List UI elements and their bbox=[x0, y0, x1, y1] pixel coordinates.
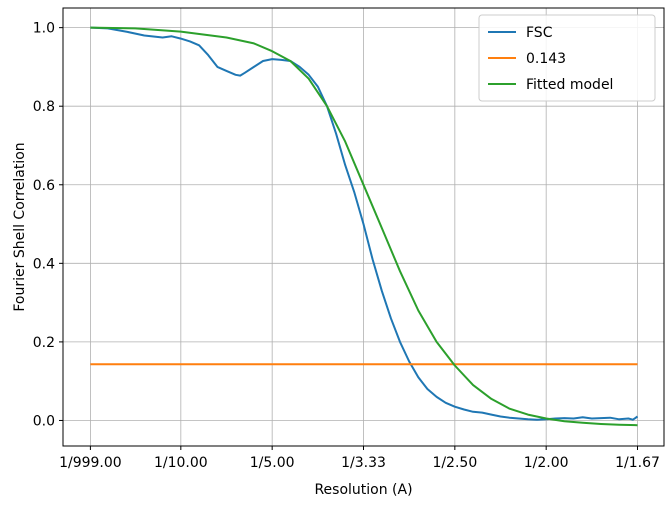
y-tick-label: 0.2 bbox=[33, 335, 55, 351]
y-tick-label: 0.4 bbox=[33, 256, 55, 272]
x-tick-label: 1/999.00 bbox=[59, 455, 122, 471]
x-tick-label: 1/10.00 bbox=[154, 455, 208, 471]
y-tick-label: 0.0 bbox=[33, 413, 55, 429]
legend-label-2: 0.143 bbox=[526, 51, 566, 67]
axis-ticks: 1/999.00 1/10.00 1/5.00 1/3.33 1/2.50 1/2.00 1… bbox=[33, 21, 660, 471]
plot-series bbox=[90, 26, 639, 427]
x-tick-label: 1/5.00 bbox=[250, 455, 295, 471]
y-tick-label: 0.6 bbox=[33, 178, 55, 194]
x-tick-label: 1/2.00 bbox=[524, 455, 569, 471]
legend-label-1: FSC bbox=[526, 25, 553, 41]
legend-label-3: Fitted model bbox=[526, 77, 613, 93]
legend-box bbox=[478, 14, 656, 102]
x-tick-label: 1/3.33 bbox=[341, 455, 386, 471]
x-tick-label: 1/2.50 bbox=[432, 455, 477, 471]
series-line-1 bbox=[90, 26, 639, 421]
x-axis-label: Resolution (A) bbox=[314, 482, 412, 498]
x-tick-label: 1/1.67 bbox=[615, 455, 660, 471]
y-tick-label: 0.8 bbox=[33, 99, 55, 115]
series-line-3 bbox=[90, 26, 638, 427]
legend: FSC 0.143 Fitted model bbox=[478, 14, 656, 102]
y-axis-label: Fourier Shell Correlation bbox=[12, 142, 28, 311]
y-tick-label: 1.0 bbox=[33, 21, 55, 37]
